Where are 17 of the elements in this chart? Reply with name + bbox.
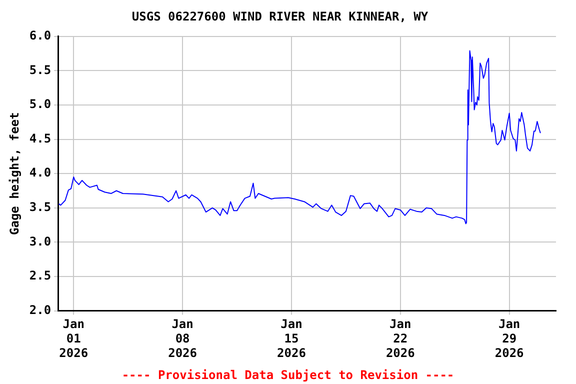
x-tick-label: Jan 15 2026 [277, 317, 306, 360]
y-tick-label: 2.0 [29, 302, 52, 317]
x-tick-label: Jan 29 2026 [494, 317, 524, 360]
y-tick-label: 4.0 [29, 166, 52, 180]
y-tick-label: 3.5 [29, 200, 52, 214]
y-tick-label: 5.0 [29, 97, 52, 112]
y-tick-label: 3.0 [29, 234, 52, 248]
y-axis-title: Gage height, feet [7, 112, 22, 236]
y-tick-label: 2.5 [29, 268, 52, 283]
text: ---- Provisional Data Subject to Revision ---- [122, 368, 454, 382]
y-tick-label: 4.5 [29, 131, 52, 146]
x-tick-label: Jan 01 2026 [59, 317, 88, 360]
y-tick-label: 6.0 [29, 28, 52, 43]
chart-title: USGS 06227600 WIND RIVER NEAR KINNEAR, WY [132, 9, 429, 24]
x-tick-label: Jan 22 2026 [386, 317, 415, 360]
y-tick-label: 5.5 [29, 62, 52, 77]
x-tick-label: Jan 08 2026 [168, 317, 198, 360]
